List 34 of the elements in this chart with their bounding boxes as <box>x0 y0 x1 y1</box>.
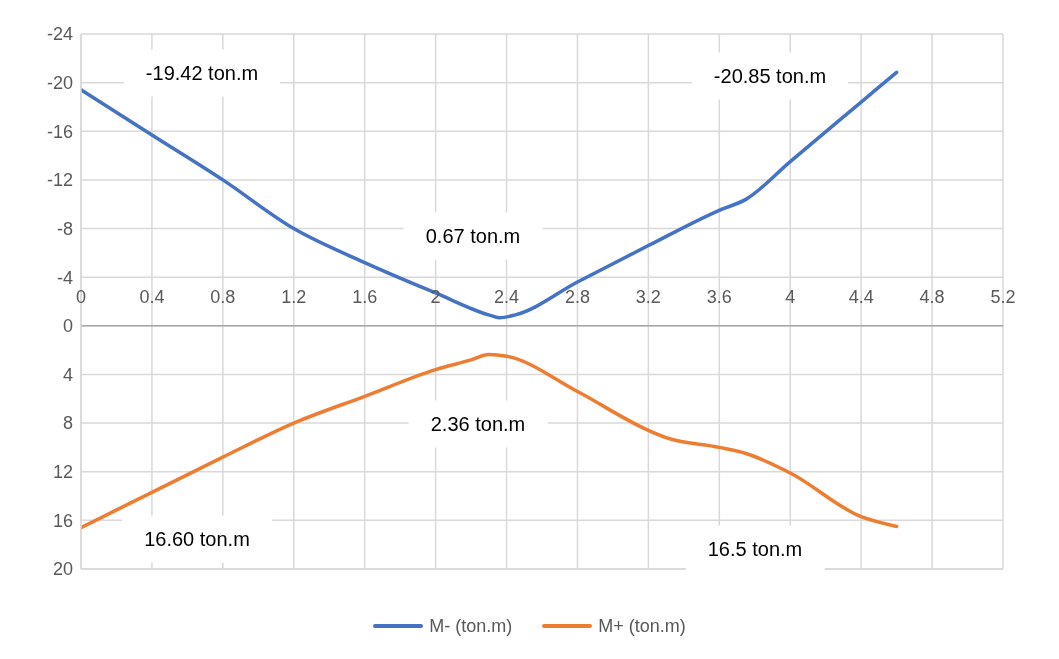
y-tick-label: 4 <box>62 364 73 385</box>
x-tick-label: 0.4 <box>139 286 165 307</box>
y-tick-label: -16 <box>46 121 73 142</box>
annotation: 2.36 ton.m <box>408 400 548 448</box>
x-tick-label: 5.2 <box>990 286 1016 307</box>
y-tick-label: -20 <box>46 73 73 94</box>
y-tick-label: -4 <box>56 267 73 288</box>
y-tick-label: -8 <box>56 218 73 239</box>
y-tick-label: 12 <box>52 462 73 483</box>
legend-label: M+ (ton.m) <box>598 615 686 637</box>
x-tick-label: 3.6 <box>706 286 732 307</box>
y-tick-label: 0 <box>62 316 73 337</box>
y-tick-label: 16 <box>52 510 73 531</box>
x-tick-label: 4 <box>785 286 796 307</box>
x-tick-label: 2.8 <box>564 286 590 307</box>
annotation: 16.5 ton.m <box>685 525 825 573</box>
legend-label: M- (ton.m) <box>429 615 513 637</box>
x-tick-label: 2.4 <box>494 286 520 307</box>
annotation: 0.67 ton.m <box>403 212 543 260</box>
annotation: -19.42 ton.m <box>123 49 281 97</box>
annotation: 16.60 ton.m <box>122 515 272 563</box>
x-tick-label: 1.2 <box>281 286 307 307</box>
x-tick-label: 1.6 <box>352 286 378 307</box>
y-tick-label: -24 <box>46 24 73 45</box>
x-tick-label: 4.4 <box>848 286 874 307</box>
line-series <box>81 352 899 530</box>
x-tick-label: 3.2 <box>635 286 661 307</box>
x-tick-label: 0.8 <box>210 286 236 307</box>
annotation: -20.85 ton.m <box>691 52 849 100</box>
y-tick-label: 8 <box>62 413 73 434</box>
x-tick-label: 4.8 <box>919 286 945 307</box>
y-tick-label: 20 <box>52 559 73 580</box>
y-tick-label: -12 <box>46 170 73 191</box>
x-tick-label: 0 <box>75 286 87 307</box>
